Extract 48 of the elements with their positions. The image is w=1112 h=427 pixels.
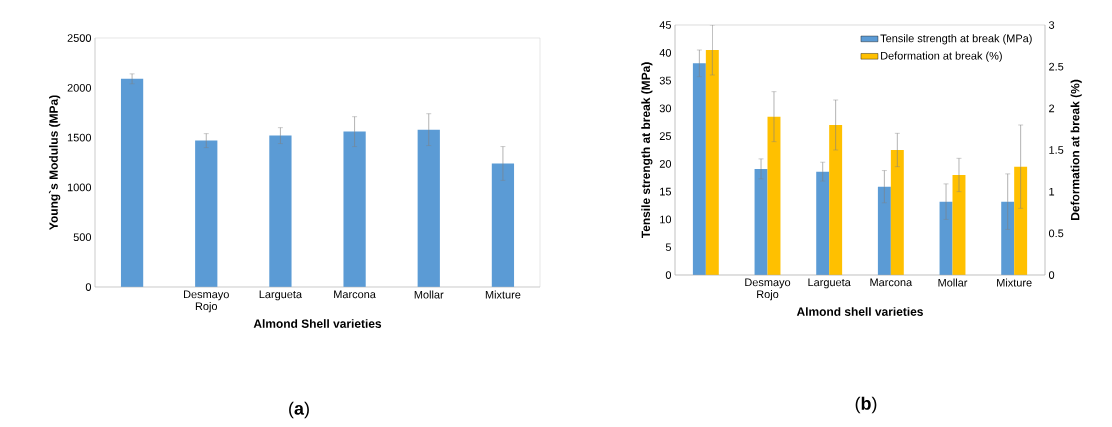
y-tick-label: 2000 [67,83,92,92]
y2-tick-label: 2 [1049,104,1055,113]
y2-tick-label: 1 [1049,187,1055,196]
legend-label: Tensile strength at break (MPa) [880,34,1032,45]
y-tick-label: 0 [665,271,672,279]
x-tick-label: Largueta [259,290,303,301]
x-tick-label: Desmayo Rojo [184,290,229,313]
y-tick-label: 35 [659,76,672,85]
y-tick-label: 1000 [67,183,92,192]
y-tick-label: 0 [85,283,92,291]
x-tick-label: Mixture [997,278,1032,287]
bar [195,140,218,287]
y-tick-label: 10 [660,215,672,224]
x-tick-label: Marcona [870,278,913,287]
y2-tick-label: 0 [1048,271,1055,279]
y-tick-label: 500 [73,233,92,242]
bar [120,78,144,287]
x-axis-title: Almond Shell varieties [253,319,382,328]
x-tick-label: Mollar [414,290,444,299]
y-tick-label: 1500 [67,133,92,142]
y-tick-label: 25 [659,132,672,140]
y-tick-label: 45 [659,21,672,29]
y2-tick-label: 0.5 [1048,229,1064,238]
x-tick-label: Largueta [808,278,851,289]
x-tick-label: Mollar [938,278,968,287]
y2-axis-title: Deformation at break (%) [1070,79,1082,220]
y2-tick-label: 2.5 [1049,62,1064,71]
y-axis-title: Young`s Modulus (MPa) [48,95,61,230]
x-tick-label: Marcona [334,290,376,299]
y-tick-label: 40 [659,48,672,57]
x-tick-label: Desmayo Rojo [745,278,791,301]
y-tick-label: 15 [660,187,672,196]
y-tick-label: 20 [659,160,672,168]
y-tick-label: 2500 [67,34,92,42]
bar [269,135,292,287]
y2-tick-label: 3 [1048,21,1055,29]
x-axis-title: Almond shell varieties [796,307,923,316]
text: (a) [289,401,309,419]
bar [343,131,366,287]
bar [417,129,440,287]
text: (b) [855,396,877,414]
y-axis-title: Tensile strength at break (MPa) [641,62,653,239]
bar [491,163,515,287]
y-tick-label: 30 [659,104,672,113]
legend-label: Deformation at break (%) [881,51,1002,62]
x-tick-label: Mixture [485,290,521,299]
y2-tick-label: 1.5 [1049,146,1064,154]
y-tick-label: 5 [665,243,672,252]
